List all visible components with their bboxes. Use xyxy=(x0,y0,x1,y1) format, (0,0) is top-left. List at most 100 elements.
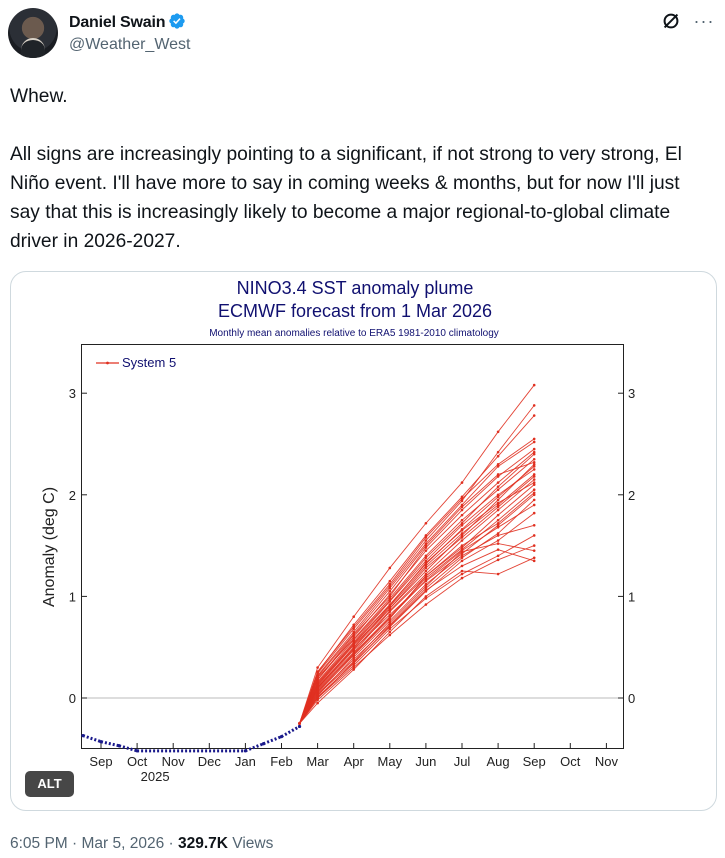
ensemble-member-line xyxy=(299,461,535,724)
verified-badge-icon xyxy=(169,13,185,29)
ensemble-point xyxy=(496,485,500,488)
alt-badge[interactable]: ALT xyxy=(25,771,74,797)
y-tick-label: 0 xyxy=(69,691,76,706)
tweet-time[interactable]: 6:05 PM xyxy=(10,835,68,852)
ensemble-point xyxy=(424,589,428,592)
ensemble-point xyxy=(460,564,464,568)
ensemble-member-line xyxy=(299,479,535,724)
views-count[interactable]: 329.7K xyxy=(178,835,228,852)
legend-label: System 5 xyxy=(122,355,176,370)
ensemble-member-line xyxy=(299,453,535,724)
ensemble-member-line xyxy=(299,384,535,724)
ensemble-point xyxy=(424,586,428,590)
ensemble-point xyxy=(352,642,356,646)
ensemble-point xyxy=(460,518,464,522)
ensemble-point xyxy=(460,546,464,549)
ensemble-point xyxy=(316,666,319,669)
ensemble-point xyxy=(496,542,500,545)
x-tick-label: Sep xyxy=(523,754,546,769)
author-handle[interactable]: @Weather_West xyxy=(69,36,191,53)
ensemble-point xyxy=(460,534,464,537)
ensemble-point xyxy=(424,536,428,539)
ensemble-point xyxy=(496,493,500,497)
ensemble-member-line xyxy=(299,441,535,724)
ensemble-point xyxy=(424,572,428,576)
ensemble-member-line xyxy=(299,489,535,724)
ensemble-point xyxy=(460,529,464,532)
chart-note: Monthly mean anomalies relative to ERA5 … xyxy=(209,328,499,339)
x-tick-label: Sep xyxy=(89,754,112,769)
ensemble-point xyxy=(532,452,536,456)
ensemble-point xyxy=(532,544,536,547)
ensemble-point xyxy=(388,604,392,607)
x-tick-label: Aug xyxy=(487,754,510,769)
y-tick-label: 2 xyxy=(69,488,76,503)
ensemble-point xyxy=(532,463,536,466)
ensemble-point xyxy=(352,646,356,650)
ensemble-point xyxy=(352,627,356,631)
x-tick-label: Jun xyxy=(415,754,436,769)
author-name[interactable]: Daniel Swain xyxy=(69,14,166,31)
ensemble-point xyxy=(496,503,500,507)
more-options-icon[interactable]: ··· xyxy=(693,11,715,31)
ensemble-member-line xyxy=(299,484,535,724)
ensemble-member-line xyxy=(299,504,535,724)
ensemble-point xyxy=(460,556,464,560)
ensemble-point xyxy=(496,473,500,476)
ensemble-point xyxy=(496,475,500,478)
chart-subtitle: ECMWF forecast from 1 Mar 2026 xyxy=(218,301,492,321)
x-tick-label: Oct xyxy=(127,754,148,769)
ensemble-point xyxy=(460,554,464,558)
ensemble-point xyxy=(352,656,356,659)
media-image[interactable]: NINO3.4 SST anomaly plume ECMWF forecast… xyxy=(10,271,717,811)
ensemble-member-line xyxy=(299,469,535,724)
ensemble-point xyxy=(496,526,500,529)
ensemble-point xyxy=(352,632,356,636)
x-tick-label: Nov xyxy=(595,754,619,769)
ensemble-point xyxy=(352,662,356,665)
tweet-date[interactable]: Mar 5, 2026 xyxy=(81,835,165,852)
ensemble-point xyxy=(316,689,319,693)
ensemble-point xyxy=(532,450,536,454)
ensemble-point xyxy=(388,579,392,583)
ensemble-point xyxy=(388,566,392,570)
grok-icon[interactable] xyxy=(660,10,682,32)
x-tick-label: Oct xyxy=(560,754,581,769)
ensemble-point xyxy=(388,595,392,598)
ensemble-point xyxy=(352,638,356,642)
ensemble-point xyxy=(424,578,428,582)
ensemble-point xyxy=(316,693,319,697)
ensemble-point xyxy=(460,576,464,580)
tweet-meta: 6:05 PM · Mar 5, 2026 · 329.7K Views xyxy=(10,835,273,853)
ensemble-point xyxy=(460,569,464,573)
ensemble-point xyxy=(352,668,356,671)
ensemble-point xyxy=(424,584,428,588)
ensemble-point xyxy=(460,481,464,484)
ensemble-point xyxy=(532,447,536,451)
ensemble-point xyxy=(388,616,392,620)
ensemble-point xyxy=(316,701,319,705)
views-label: Views xyxy=(228,835,274,852)
ensemble-point xyxy=(388,621,392,625)
ensemble-point xyxy=(424,597,428,600)
ensemble-point xyxy=(460,539,464,542)
ensemble-member-line xyxy=(299,438,535,724)
ensemble-member-line xyxy=(299,476,535,724)
ensemble-point xyxy=(532,414,536,417)
ensemble-point xyxy=(424,554,428,558)
ensemble-point xyxy=(460,549,464,552)
ensemble-point xyxy=(532,460,536,464)
ensemble-point xyxy=(388,584,392,588)
ensemble-point xyxy=(496,518,500,522)
meta-separator: · xyxy=(164,835,179,852)
ensemble-point xyxy=(388,599,392,602)
ensemble-point xyxy=(460,513,464,517)
ensemble-point xyxy=(424,539,428,542)
author-name-row[interactable]: Daniel Swain xyxy=(69,12,186,32)
observed-segment xyxy=(262,735,283,746)
avatar[interactable] xyxy=(8,8,58,58)
ensemble-point xyxy=(388,633,392,637)
ensemble-point xyxy=(496,523,500,527)
ensemble-point xyxy=(388,609,392,612)
observed-segment xyxy=(100,740,120,748)
